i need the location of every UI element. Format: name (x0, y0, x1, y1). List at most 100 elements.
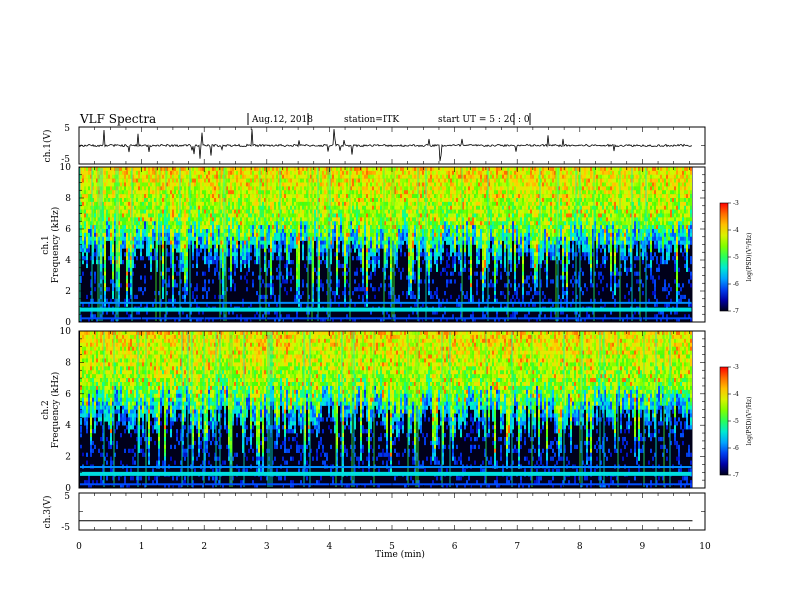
spectrogram-cell (100, 267, 102, 272)
spectrogram-cell (334, 167, 336, 172)
spectrogram-cell (390, 263, 392, 269)
spectrogram-cell (100, 252, 102, 257)
spectrogram-cell (196, 287, 198, 292)
spectrogram-cell (272, 209, 274, 214)
spectrogram-cell (190, 209, 192, 214)
spectrogram-cell (222, 232, 224, 238)
spectrogram-cell (188, 190, 190, 195)
spectrogram-cell (396, 167, 398, 172)
spectrogram-cell (396, 182, 398, 187)
spectrogram-cell (176, 283, 178, 288)
spectrogram-cell (216, 209, 218, 214)
spectrogram-cell (402, 229, 404, 234)
spectrogram-cell (182, 182, 184, 187)
spectrogram-cell (416, 198, 418, 203)
spectrogram-cell (112, 310, 114, 315)
spectrogram-cell (220, 229, 222, 234)
spectrogram-cell (370, 186, 372, 191)
spectrogram-cell (120, 186, 122, 191)
spectrogram-cell (84, 170, 86, 176)
spectrogram-cell (160, 271, 162, 276)
spectrogram-cell (366, 287, 368, 292)
spectrogram-cell (382, 205, 384, 210)
spectrogram-cell (432, 221, 434, 226)
spectrogram-cell (346, 279, 348, 284)
spectrogram-cell (134, 221, 136, 226)
spectrogram-cell (126, 221, 128, 226)
spectrogram-cell (110, 209, 112, 214)
spectrogram-cell (150, 248, 152, 253)
spectrogram-cell (432, 244, 434, 249)
spectrogram-cell (172, 232, 174, 238)
spectrogram-cell (140, 252, 142, 257)
spectrogram-cell (140, 225, 142, 230)
spectrogram-cell (342, 201, 344, 207)
spectrogram-cell (168, 298, 170, 303)
spectrogram-cell (100, 205, 102, 210)
spectrogram-cell (174, 167, 176, 172)
spectrogram-cell (406, 213, 408, 218)
spectrogram-cell (224, 240, 226, 245)
spectrogram-cell (384, 240, 386, 245)
spectrogram-cell (170, 190, 172, 195)
spectrogram-cell (366, 217, 368, 222)
spectrogram-cell (420, 267, 422, 272)
spectrogram-cell (172, 256, 174, 261)
spectrogram-cell (180, 260, 182, 265)
spectrogram-cell (268, 225, 270, 230)
spectrogram-cell (392, 229, 394, 234)
spectrogram-cell (302, 178, 304, 183)
spectrogram-cell (196, 213, 198, 218)
spectrogram-cell (196, 318, 198, 323)
spectrogram-cell (108, 190, 110, 195)
spectrogram-cell (286, 229, 288, 234)
spectrogram-cell (276, 174, 278, 179)
spectrogram-cell (420, 236, 422, 241)
spectrogram-cell (308, 205, 310, 210)
spectrogram-cell (228, 178, 230, 183)
spectrogram-cell (348, 201, 350, 207)
spectrogram-cell (232, 248, 234, 253)
spectrogram-cell (414, 209, 416, 214)
spectrogram-cell (276, 190, 278, 195)
spectrogram-cell (122, 174, 124, 179)
spectrogram-cell (182, 263, 184, 269)
spectrogram-cell (402, 174, 404, 179)
spectrogram-cell (300, 170, 302, 176)
spectrogram-cell (298, 213, 300, 218)
spectrogram-cell (200, 209, 202, 214)
spectrogram-cell (430, 213, 432, 218)
spectrogram-cell (100, 194, 102, 199)
spectrogram-cell (406, 167, 408, 172)
spectrogram-cell (124, 213, 126, 218)
spectrogram-cell (174, 318, 176, 323)
spectrogram-cell (332, 190, 334, 195)
spectrogram-cell (168, 190, 170, 195)
spectrogram-cell (264, 198, 266, 203)
spectrogram-cell (326, 205, 328, 210)
spectrogram-cell (202, 167, 204, 172)
spectrogram-cell (232, 236, 234, 241)
spectrogram-cell (118, 240, 120, 245)
spectrogram-cell (154, 225, 156, 230)
spectrogram-cell (388, 186, 390, 191)
spectrogram-cell (94, 229, 96, 234)
spectrogram-cell (112, 244, 114, 249)
spectrogram-cell (120, 248, 122, 253)
spectrogram-cell (222, 221, 224, 226)
spectrogram-cell (424, 240, 426, 245)
spectrogram-cell (322, 178, 324, 183)
spectrogram-cell (222, 229, 224, 234)
spectrogram-cell (298, 217, 300, 222)
spectrogram-cell (350, 194, 352, 199)
spectrogram-cell (220, 248, 222, 253)
spectrogram-cell (258, 294, 260, 300)
spectrogram-cell (138, 229, 140, 234)
spectrogram-cell (290, 271, 292, 276)
spectrogram-cell (200, 318, 202, 323)
spectrogram-cell (156, 170, 158, 176)
spectrogram-cell (346, 213, 348, 218)
spectrogram-cell (372, 248, 374, 253)
spectrogram-cell (324, 244, 326, 249)
spectrogram-cell (248, 221, 250, 226)
